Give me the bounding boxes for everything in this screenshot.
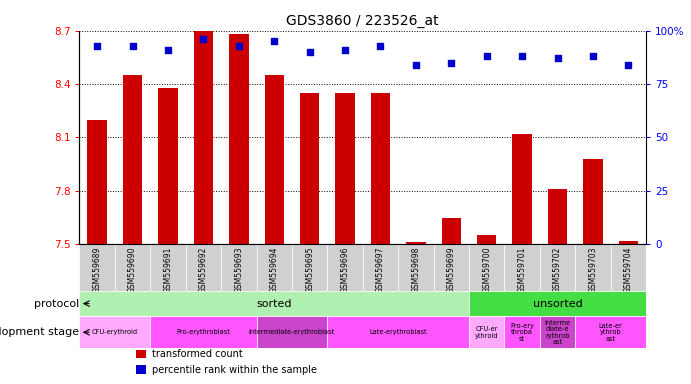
- Bar: [513, 134, 532, 244]
- Text: Pro-erythroblast: Pro-erythroblast: [176, 329, 230, 335]
- Bar: [618, 241, 638, 244]
- Bar: [221, 244, 256, 291]
- Text: percentile rank within the sample: percentile rank within the sample: [152, 364, 317, 375]
- Point: [623, 62, 634, 68]
- Text: GSM559689: GSM559689: [93, 247, 102, 293]
- Text: GSM559694: GSM559694: [269, 247, 278, 293]
- Bar: [136, 350, 146, 358]
- Point: [446, 60, 457, 66]
- Bar: [151, 316, 256, 348]
- Text: sorted: sorted: [256, 299, 292, 309]
- Point: [127, 43, 138, 49]
- Point: [162, 47, 173, 53]
- Point: [269, 38, 280, 45]
- Bar: [193, 31, 213, 244]
- Point: [234, 43, 245, 49]
- Text: Late-erythroblast: Late-erythroblast: [370, 329, 427, 335]
- Text: GSM559695: GSM559695: [305, 247, 314, 293]
- Text: development stage: development stage: [0, 327, 79, 337]
- Bar: [406, 242, 426, 244]
- Text: GSM559704: GSM559704: [624, 247, 633, 293]
- Bar: [434, 244, 469, 291]
- Bar: [186, 244, 221, 291]
- Point: [339, 47, 350, 53]
- Point: [552, 55, 563, 61]
- Bar: [151, 244, 186, 291]
- Bar: [265, 75, 284, 244]
- Bar: [136, 366, 146, 374]
- Bar: [328, 244, 363, 291]
- Text: GSM559691: GSM559691: [164, 247, 173, 293]
- Point: [304, 49, 315, 55]
- Text: Interme
diate-e
rythrob
ast: Interme diate-e rythrob ast: [545, 319, 571, 345]
- Bar: [229, 34, 249, 244]
- Bar: [540, 244, 575, 291]
- Text: Late-er
ythrob
ast: Late-er ythrob ast: [599, 323, 623, 342]
- Bar: [79, 291, 469, 316]
- Bar: [328, 316, 469, 348]
- Text: GSM559696: GSM559696: [341, 247, 350, 293]
- Bar: [292, 244, 328, 291]
- Point: [375, 43, 386, 49]
- Text: GSM559693: GSM559693: [234, 247, 243, 293]
- Bar: [442, 217, 461, 244]
- Text: Pro-ery
throba
st: Pro-ery throba st: [510, 323, 534, 342]
- Bar: [371, 93, 390, 244]
- Bar: [335, 93, 354, 244]
- Text: GSM559702: GSM559702: [553, 247, 562, 293]
- Bar: [158, 88, 178, 244]
- Point: [92, 43, 103, 49]
- Text: GSM559692: GSM559692: [199, 247, 208, 293]
- Bar: [477, 235, 496, 244]
- Bar: [88, 120, 107, 244]
- Text: GSM559690: GSM559690: [128, 247, 137, 293]
- Bar: [398, 244, 434, 291]
- Bar: [256, 244, 292, 291]
- Bar: [504, 244, 540, 291]
- Text: protocol: protocol: [35, 299, 79, 309]
- Bar: [115, 244, 150, 291]
- Bar: [300, 93, 319, 244]
- Text: GSM559703: GSM559703: [589, 247, 598, 293]
- Bar: [548, 189, 567, 244]
- Bar: [363, 244, 398, 291]
- Text: transformed count: transformed count: [152, 349, 243, 359]
- Text: GSM559697: GSM559697: [376, 247, 385, 293]
- Bar: [540, 316, 575, 348]
- Bar: [79, 316, 151, 348]
- Point: [198, 36, 209, 42]
- Bar: [469, 291, 646, 316]
- Text: GSM559699: GSM559699: [447, 247, 456, 293]
- Text: GSM559701: GSM559701: [518, 247, 527, 293]
- Bar: [504, 316, 540, 348]
- Text: GSM559698: GSM559698: [411, 247, 420, 293]
- Text: Intermediate-erythroblast: Intermediate-erythroblast: [249, 329, 335, 335]
- Bar: [583, 159, 603, 244]
- Bar: [123, 75, 142, 244]
- Point: [410, 62, 422, 68]
- Bar: [79, 244, 115, 291]
- Text: GSM559700: GSM559700: [482, 247, 491, 293]
- Bar: [575, 244, 611, 291]
- Point: [587, 53, 598, 60]
- Text: unsorted: unsorted: [533, 299, 583, 309]
- Bar: [575, 316, 646, 348]
- Point: [517, 53, 528, 60]
- Title: GDS3860 / 223526_at: GDS3860 / 223526_at: [287, 14, 439, 28]
- Bar: [469, 244, 504, 291]
- Bar: [611, 244, 646, 291]
- Point: [481, 53, 492, 60]
- Bar: [256, 316, 328, 348]
- Text: CFU-er
ythroid: CFU-er ythroid: [475, 326, 498, 339]
- Text: CFU-erythroid: CFU-erythroid: [92, 329, 138, 335]
- Bar: [469, 316, 504, 348]
